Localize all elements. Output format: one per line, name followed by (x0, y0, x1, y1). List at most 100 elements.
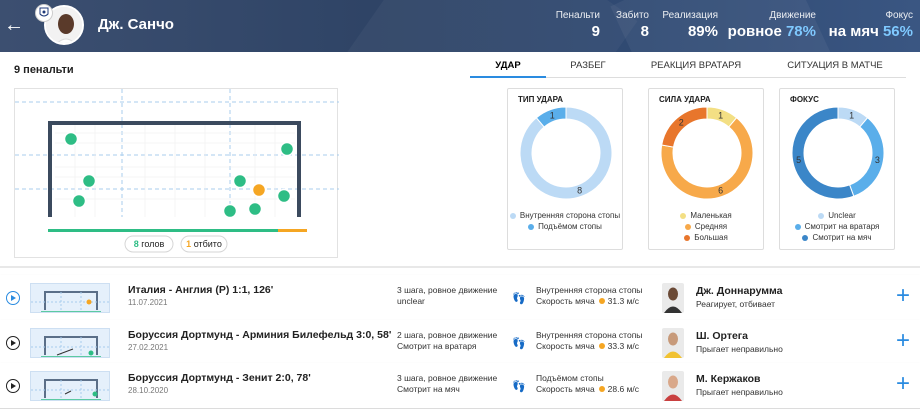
play-icon[interactable] (6, 379, 20, 393)
approach-info: 3 шага, ровное движение unclear (397, 285, 497, 307)
donut-slice[interactable] (791, 106, 855, 200)
tab-goalkeeper-reaction[interactable]: Реакция вратаря (650, 60, 742, 71)
play-icon[interactable] (6, 336, 20, 350)
goalkeeper-name: Дж. Доннарумма (696, 285, 783, 297)
match-date: 27.02.2021 (128, 343, 169, 352)
legend-item: Подъёмом стопы (508, 221, 622, 232)
chart-card-shot-type: Тип удара 81 Внутренняя сторона стопы Под… (507, 88, 623, 250)
footprints-icon: 👣 (512, 381, 526, 393)
approach-text: 3 шага, ровное движение (397, 285, 498, 295)
penalty-row[interactable]: Боруссия Дортмунд - Арминия Билефельд 3:… (0, 320, 920, 366)
legend-item: Смотрит на вратаря (780, 221, 894, 232)
goalkeeper-reaction: Реагирует, отбивает (696, 299, 776, 309)
expand-plus-icon[interactable]: + (895, 327, 910, 354)
england-badge-icon (35, 4, 53, 22)
match-title: Боруссия Дортмунд - Арминия Билефельд 3:… (128, 329, 392, 341)
stat-focus: Фокус на мяч 56% (829, 10, 913, 40)
legend-item: Внутренняя сторона стопы (508, 210, 622, 221)
slice-value-label: 3 (875, 155, 880, 165)
speed-label: Скорость мяча (536, 384, 595, 394)
legend-dot-icon (684, 223, 691, 230)
stat-value: 89% (687, 23, 718, 40)
legend-item: Большая (649, 232, 763, 243)
approach-text: 2 шага, ровное движение (397, 330, 498, 340)
stat-label: Пенальти (555, 10, 600, 21)
speed-label: Скорость мяча (536, 296, 595, 306)
tab-shot[interactable]: Удар (470, 60, 546, 78)
expand-plus-icon[interactable]: + (895, 282, 910, 309)
donut-slice[interactable] (519, 106, 613, 200)
goals-count: 8 (133, 239, 139, 249)
saved-label: отбито (193, 239, 222, 249)
speed-value: 31.3 м/с (607, 296, 640, 306)
legend-dot-icon (509, 212, 516, 219)
section-divider (0, 266, 920, 268)
slice-value-label: 6 (718, 186, 723, 196)
shot-info: Подъёмом стопы Скорость мяча 28.6 м/с (536, 373, 639, 395)
shot-info: Внутренняя сторона стопы Скорость мяча 31… (536, 285, 642, 307)
donut-chart: 1 3 5 (791, 106, 885, 200)
donut-slice[interactable] (535, 106, 567, 128)
stat-value: на мяч 56% (829, 23, 913, 40)
chart-title: Тип удара (518, 95, 564, 104)
penalty-row[interactable]: Боруссия Дортмунд - Зенит 2:0, 78' 28.10… (0, 363, 920, 409)
play-icon[interactable] (6, 291, 20, 305)
legend-item: Средняя (649, 221, 763, 232)
legend-label: Внутренняя сторона стопы (519, 211, 621, 220)
approach-text: 3 шага, ровное движение (397, 373, 498, 383)
footprints-icon: 👣 (512, 338, 526, 350)
donut-slice[interactable] (661, 106, 708, 148)
stat-label: Движение (769, 10, 816, 21)
legend-dot-icon (794, 223, 801, 230)
expand-plus-icon[interactable]: + (895, 370, 910, 397)
stat-value-text: ровное (727, 23, 782, 40)
speed-label: Скорость мяча (536, 341, 595, 351)
slice-value-label: 1 (718, 110, 723, 120)
back-arrow-icon[interactable]: ← (4, 14, 24, 36)
penalty-goal-map: 8 голов 1 отбито (14, 88, 339, 258)
donut-slice[interactable] (660, 117, 754, 200)
player-name: Дж. Санчо (98, 16, 174, 33)
shot-type: Внутренняя сторона стопы (536, 330, 643, 340)
donut-chart: 1 6 2 (660, 106, 754, 200)
chart-title: Сила удара (659, 95, 711, 104)
stat-movement: Движение ровное 78% (728, 10, 816, 40)
goalkeeper-name: М. Кержаков (696, 373, 761, 385)
slice-value-label: 1 (849, 110, 854, 120)
goalkeeper-photo (662, 371, 684, 401)
match-date: 28.10.2020 (128, 386, 169, 395)
saved-count: 1 (186, 239, 192, 249)
approach-info: 3 шага, ровное движение Смотрит на мяч (397, 373, 497, 395)
legend-item: Маленькая (649, 210, 763, 221)
penalty-thumbnail[interactable] (30, 283, 110, 313)
penalty-row[interactable]: Италия - Англия (Р) 1:1, 126' 11.07.2021… (0, 275, 920, 321)
saved-pill: 1 отбито (181, 236, 227, 252)
tab-run-up[interactable]: Разбег (570, 60, 606, 71)
penalty-thumbnail[interactable] (30, 371, 110, 401)
ball-speed: Скорость мяча 28.6 м/с (536, 384, 639, 395)
match-title: Италия - Англия (Р) 1:1, 126' (128, 284, 274, 296)
focus-text: unclear (397, 296, 425, 306)
ball-speed: Скорость мяча 33.3 м/с (536, 341, 642, 352)
stat-value: 8 (640, 23, 649, 40)
chart-card-shot-power: Сила удара 1 6 2 Маленькая Средняя Большая (648, 88, 764, 250)
match-title: Боруссия Дортмунд - Зенит 2:0, 78' (128, 372, 311, 384)
stat-value-percent: 56% (882, 23, 913, 40)
slice-value-label: 5 (796, 155, 801, 165)
shot-type: Внутренняя сторона стопы (536, 285, 643, 295)
legend-label: Большая (694, 233, 728, 242)
legend-label: Смотрит на вратаря (804, 222, 880, 231)
goalkeeper-photo (662, 328, 684, 358)
stat-value-text: на мяч (828, 23, 879, 40)
speed-value: 33.3 м/с (607, 341, 640, 351)
stat-label: Реализация (662, 10, 718, 21)
penalties-count-title: 9 пенальти (14, 64, 74, 76)
tab-match-situation[interactable]: Ситуация в матче (787, 60, 883, 71)
focus-text: Смотрит на вратаря (397, 341, 477, 351)
goalkeeper-reaction: Прыгает неправильно (696, 387, 783, 397)
goalkeeper-photo (662, 283, 684, 313)
speed-value: 28.6 м/с (607, 384, 640, 394)
donut-chart: 81 (519, 106, 613, 200)
penalty-thumbnail[interactable] (30, 328, 110, 358)
chart-legend: Маленькая Средняя Большая (649, 210, 763, 243)
